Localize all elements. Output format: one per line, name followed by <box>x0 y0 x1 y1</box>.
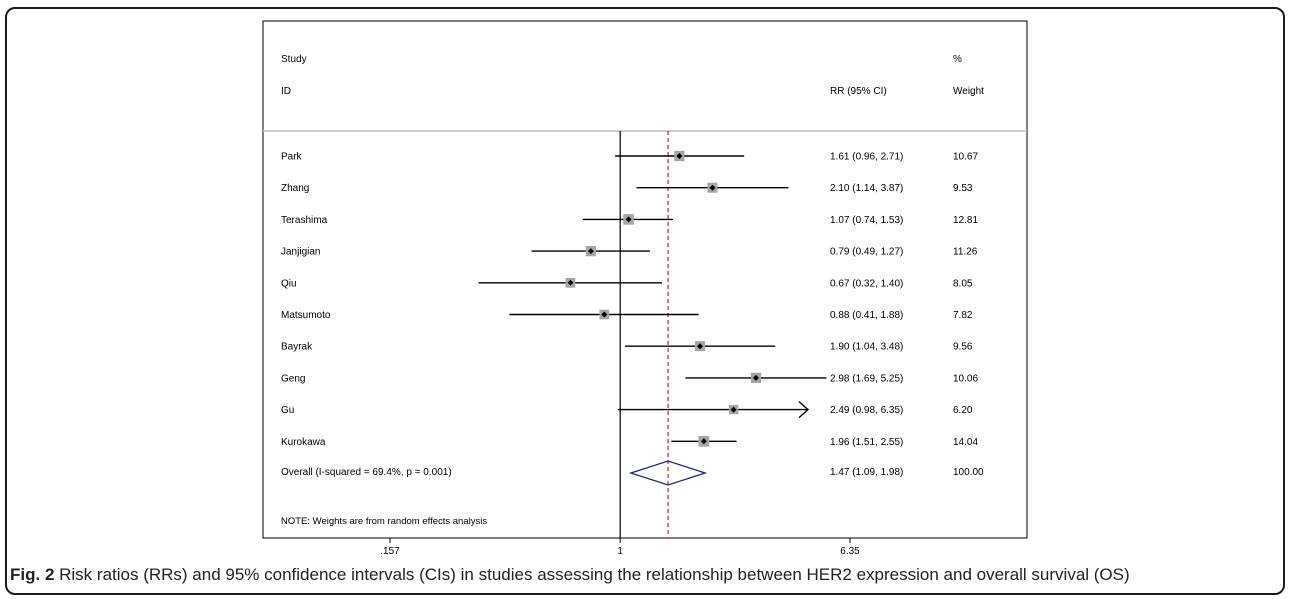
study-rr-text: 1.07 (0.74, 1.53) <box>830 215 903 226</box>
study-name: Bayrak <box>281 342 313 353</box>
ci-arrow <box>798 401 810 419</box>
study-weight-text: 11.26 <box>953 247 978 258</box>
x-axis: .157 1 6.35 <box>380 538 860 557</box>
study-rr-text: 0.67 (0.32, 1.40) <box>830 278 903 289</box>
header-percent: % <box>953 54 962 65</box>
study-weight-text: 7.82 <box>953 310 973 321</box>
point-estimate <box>625 216 632 223</box>
study-rr-text: 1.96 (1.51, 2.55) <box>830 437 903 448</box>
study-name: Geng <box>281 373 305 384</box>
study-rr-text: 2.98 (1.69, 5.25) <box>830 373 903 384</box>
study-weight-text: 10.06 <box>953 373 978 384</box>
study-rr-text: 2.10 (1.14, 3.87) <box>830 183 903 194</box>
figure-frame <box>5 7 1285 595</box>
header-rr: RR (95% CI) <box>830 86 887 97</box>
study-rr-text: 0.88 (0.41, 1.88) <box>830 310 903 321</box>
caption-label: Fig. 2 <box>10 565 55 584</box>
overall-label: Overall (I-squared = 69.4%, p = 0.001) <box>281 467 452 478</box>
point-estimate <box>709 184 716 191</box>
study-weight-text: 12.81 <box>953 215 978 226</box>
study-name: Matsumoto <box>281 310 331 321</box>
study-row: Zhang 2.10 (1.14, 3.87) 9.53 <box>281 182 973 194</box>
study-row: Janjigian 0.79 (0.49, 1.27) 11.26 <box>281 245 978 258</box>
study-weight-text: 8.05 <box>953 278 973 289</box>
study-weight-text: 6.20 <box>953 405 973 416</box>
study-rr-text: 1.61 (0.96, 2.71) <box>830 152 903 163</box>
study-name: Park <box>281 152 303 163</box>
x-tick-label: 6.35 <box>840 546 860 557</box>
point-estimate <box>752 374 759 381</box>
overall-weight-text: 100.00 <box>953 467 984 478</box>
study-weight-text: 9.56 <box>953 342 973 353</box>
point-estimate <box>587 248 594 255</box>
header-id: ID <box>281 86 291 97</box>
figure-caption: Fig. 2 Risk ratios (RRs) and 95% confide… <box>10 565 1286 585</box>
overall-rr-text: 1.47 (1.09, 1.98) <box>830 467 903 478</box>
study-row: Terashima 1.07 (0.74, 1.53) 12.81 <box>281 214 978 226</box>
caption-text: Risk ratios (RRs) and 95% confidence int… <box>54 565 1130 584</box>
study-weight-text: 9.53 <box>953 183 973 194</box>
plot-border <box>262 20 1028 539</box>
point-estimate <box>567 279 574 286</box>
study-rr-text: 2.49 (0.98, 6.35) <box>830 405 903 416</box>
point-estimate <box>696 343 703 350</box>
study-rows: Park 1.61 (0.96, 2.71) 10.67 Zhang 2.10 (1.1… <box>281 150 978 448</box>
point-estimate <box>676 153 683 159</box>
study-row: Qiu 0.67 (0.32, 1.40) 8.05 <box>281 277 973 289</box>
study-name: Terashima <box>281 215 328 226</box>
header-weight: Weight <box>953 86 984 97</box>
overall-diamond <box>628 460 708 486</box>
x-tick-label: .157 <box>380 546 400 557</box>
study-name: Zhang <box>281 183 309 194</box>
study-weight-text: 10.67 <box>953 152 978 163</box>
footnote: NOTE: Weights are from random effects an… <box>281 516 487 527</box>
point-estimate <box>601 311 608 318</box>
study-row: Kurokawa 1.96 (1.51, 2.55) 14.04 <box>281 435 978 448</box>
point-estimate <box>700 438 707 445</box>
point-estimate <box>730 406 737 413</box>
study-row: Geng 2.98 (1.69, 5.25) 10.06 <box>281 372 978 384</box>
header-study: Study <box>281 54 307 65</box>
study-weight-text: 14.04 <box>953 437 978 448</box>
study-name: Qiu <box>281 278 297 289</box>
study-name: Janjigian <box>281 247 320 258</box>
study-row: Bayrak 1.90 (1.04, 3.48) 9.56 <box>281 341 973 353</box>
study-row: Gu 2.49 (0.98, 6.35) 6.20 <box>281 401 973 419</box>
study-name: Gu <box>281 405 294 416</box>
study-name: Kurokawa <box>281 437 326 448</box>
study-rr-text: 1.90 (1.04, 3.48) <box>830 342 903 353</box>
study-row: Park 1.61 (0.96, 2.71) 10.67 <box>281 150 978 163</box>
study-row: Matsumoto 0.88 (0.41, 1.88) 7.82 <box>281 309 973 321</box>
x-tick-label: 1 <box>617 546 623 557</box>
study-rr-text: 0.79 (0.49, 1.27) <box>830 247 903 258</box>
